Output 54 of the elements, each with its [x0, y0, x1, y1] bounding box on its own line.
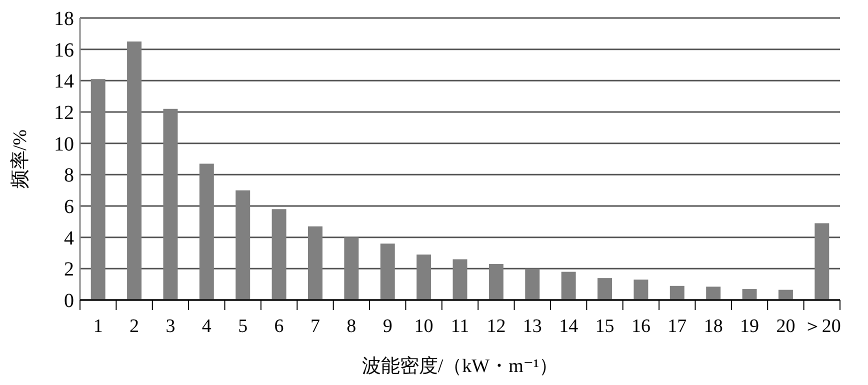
bar	[380, 244, 395, 300]
x-tick-label: 1	[93, 316, 103, 337]
y-tick-label: 18	[54, 8, 74, 30]
bar	[634, 280, 648, 300]
y-tick-label: 16	[54, 39, 74, 62]
bar	[488, 264, 504, 300]
bar	[706, 286, 721, 300]
bar	[525, 268, 540, 300]
bar	[308, 226, 322, 300]
x-tick-label: 5	[238, 316, 248, 337]
bar	[236, 190, 250, 300]
x-tick-label: 6	[274, 316, 284, 337]
y-axis-title: 频率/%	[9, 129, 31, 189]
y-tick-label: 10	[54, 133, 74, 156]
bar	[742, 289, 757, 300]
bar	[814, 223, 830, 300]
x-tick-label: 10	[414, 316, 434, 337]
x-tick-label: 14	[559, 316, 579, 337]
x-tick-label: 15	[595, 316, 614, 337]
y-tick-label: 14	[54, 70, 74, 93]
y-tick-label: 0	[64, 290, 74, 312]
y-tick-label: 4	[64, 227, 74, 250]
bar	[416, 254, 432, 300]
x-tick-label: 12	[486, 316, 506, 337]
x-tick-label: 13	[522, 316, 542, 337]
bar	[127, 42, 142, 300]
bar	[670, 286, 684, 300]
bar	[452, 259, 468, 300]
bar	[90, 79, 106, 300]
x-tick-label: 8	[346, 316, 356, 337]
y-tick-label: 12	[54, 102, 74, 124]
bar	[199, 164, 214, 300]
x-tick-label: 7	[310, 316, 320, 337]
bar	[163, 108, 178, 300]
x-tick-label: 19	[740, 316, 760, 337]
bar	[561, 272, 576, 300]
bar	[272, 209, 286, 300]
x-tick-label: 18	[704, 316, 723, 337]
bar	[598, 278, 612, 300]
bar	[778, 290, 793, 300]
x-tick-label: 4	[202, 316, 212, 337]
x-axis-title: 波能密度/（kW・m⁻¹）	[362, 355, 558, 377]
x-tick-label: 3	[166, 316, 176, 337]
bar	[344, 237, 359, 300]
x-tick-label: 2	[130, 316, 140, 337]
y-tick-label: 6	[64, 196, 74, 218]
x-tick-label: 16	[631, 316, 650, 337]
y-tick-label: 2	[64, 258, 74, 281]
x-tick-label: 17	[668, 316, 687, 337]
x-tick-label: 11	[450, 316, 470, 337]
x-tick-label: ＞20	[802, 316, 841, 337]
y-tick-label: 8	[64, 164, 74, 187]
x-tick-label: 20	[776, 316, 796, 337]
x-tick-label: 9	[382, 316, 392, 337]
